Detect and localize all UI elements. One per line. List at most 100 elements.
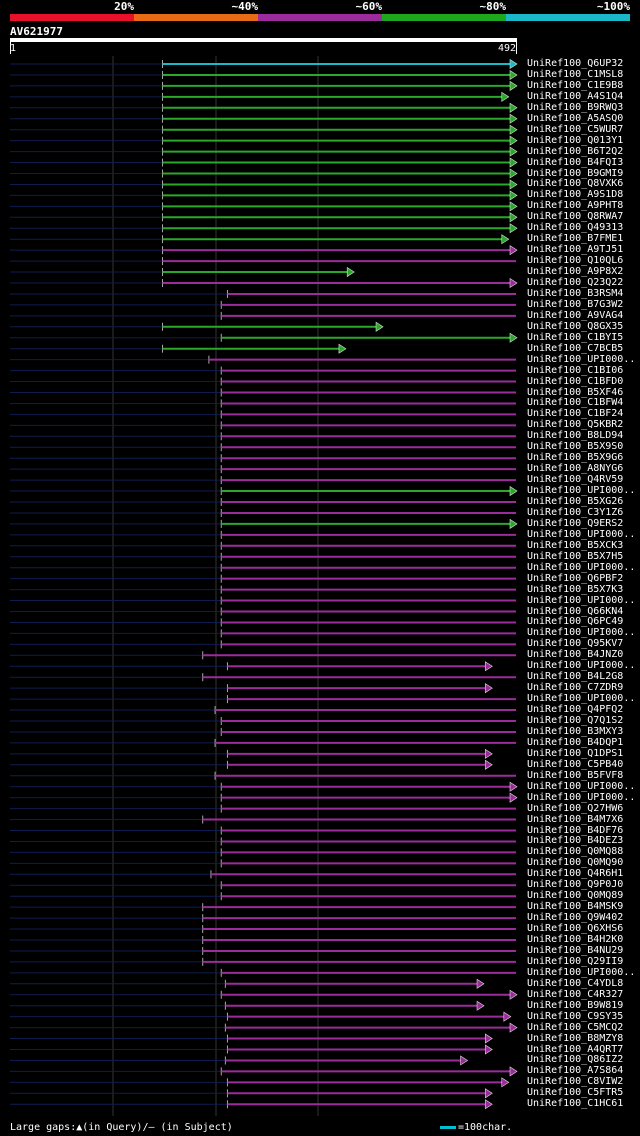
hit-label[interactable]: UniRef100_Q9ERS2	[527, 517, 624, 529]
hit-label[interactable]: UniRef100_UPI000..	[527, 791, 636, 803]
hit-label[interactable]: UniRef100_B4DF76	[527, 824, 624, 836]
hit-label[interactable]: UniRef100_A9TJ51	[527, 244, 624, 256]
hit-label[interactable]: UniRef100_Q8GX35	[527, 320, 624, 332]
hit-label[interactable]: UniRef100_C3Y1Z6	[527, 506, 624, 518]
hit-row[interactable]	[10, 498, 516, 506]
hit-row[interactable]	[10, 300, 516, 309]
hit-label[interactable]: UniRef100_B4JNZ0	[527, 649, 624, 661]
hit-label[interactable]: UniRef100_Q013Y1	[527, 134, 624, 146]
hit-row[interactable]	[10, 585, 516, 594]
hit-label[interactable]: UniRef100_UPI000..	[527, 966, 636, 978]
hit-label[interactable]: UniRef100_B5XG26	[527, 496, 624, 507]
hit-row[interactable]	[10, 124, 518, 135]
hit-label[interactable]: UniRef100_Q27HW6	[527, 802, 624, 814]
hit-row[interactable]	[10, 321, 384, 332]
hit-row[interactable]	[10, 607, 516, 616]
hit-row[interactable]	[10, 179, 518, 190]
hit-row[interactable]	[10, 410, 516, 419]
hit-row[interactable]	[10, 738, 516, 747]
hit-label[interactable]: UniRef100_A5ASQ0	[527, 112, 624, 124]
hit-row[interactable]	[10, 1033, 493, 1044]
hit-label[interactable]: UniRef100_Q9P0J0	[527, 879, 624, 891]
hit-row[interactable]	[10, 80, 518, 91]
hit-label[interactable]: UniRef100_B8MZY8	[527, 1032, 624, 1044]
hit-row[interactable]	[10, 135, 518, 146]
hit-row[interactable]	[10, 443, 516, 452]
hit-row[interactable]	[10, 936, 516, 944]
hit-row[interactable]	[10, 925, 516, 934]
hit-row[interactable]	[10, 102, 518, 113]
hit-label[interactable]: UniRef100_Q8VXK6	[527, 178, 624, 190]
hit-label[interactable]: UniRef100_C5MCQ2	[527, 1021, 624, 1033]
hit-label[interactable]: UniRef100_Q6PC49	[527, 616, 624, 628]
hit-label[interactable]: UniRef100_A8NYG6	[527, 463, 624, 475]
hit-row[interactable]	[10, 629, 516, 638]
hit-label[interactable]: UniRef100_UPI000..	[527, 561, 636, 573]
hit-row[interactable]	[10, 661, 493, 672]
hit-row[interactable]	[10, 673, 516, 682]
hit-label[interactable]: UniRef100_C8VIW2	[527, 1076, 624, 1088]
hit-label[interactable]: UniRef100_C1BYI5	[527, 331, 624, 343]
hit-row[interactable]	[10, 1088, 493, 1099]
hit-label[interactable]: UniRef100_B5X7H5	[527, 550, 624, 562]
hit-row[interactable]	[10, 245, 518, 256]
hit-label[interactable]: UniRef100_UPI000..	[527, 485, 636, 497]
hit-label[interactable]: UniRef100_B4H2K0	[527, 934, 624, 945]
hit-label[interactable]: UniRef100_UPI000..	[527, 780, 636, 792]
hit-label[interactable]: UniRef100_B5X7K3	[527, 583, 624, 595]
hit-row[interactable]	[10, 859, 516, 868]
hit-label[interactable]: UniRef100_B4MSK9	[527, 901, 624, 913]
hit-row[interactable]	[10, 168, 518, 179]
hit-label[interactable]: UniRef100_C4YDL8	[527, 977, 624, 989]
hit-label[interactable]: UniRef100_B5XCK3	[527, 539, 624, 551]
hit-row[interactable]	[10, 366, 516, 375]
hit-row[interactable]	[10, 476, 516, 485]
hit-label[interactable]: UniRef100_Q95KV7	[527, 638, 624, 650]
hit-label[interactable]: UniRef100_B9W819	[527, 999, 624, 1011]
hit-row[interactable]	[10, 267, 355, 278]
hit-row[interactable]	[10, 848, 516, 857]
hit-row[interactable]	[10, 465, 516, 474]
hit-label[interactable]: UniRef100_C5PB40	[527, 758, 624, 770]
hit-row[interactable]	[10, 69, 518, 80]
hit-label[interactable]: UniRef100_Q6UP32	[527, 58, 624, 69]
hit-row[interactable]	[10, 113, 518, 124]
hit-label[interactable]: UniRef100_B4M7X6	[527, 813, 624, 825]
hit-row[interactable]	[10, 212, 518, 223]
hit-label[interactable]: UniRef100_Q9W402	[527, 912, 624, 924]
hit-row[interactable]	[10, 146, 518, 157]
hit-label[interactable]: UniRef100_C1BFW4	[527, 397, 624, 409]
hit-row[interactable]	[10, 1000, 485, 1011]
hit-label[interactable]: UniRef100_A9VAG4	[527, 309, 624, 321]
hit-label[interactable]: UniRef100_B9GMI9	[527, 167, 624, 179]
hit-row[interactable]	[10, 892, 516, 901]
hit-label[interactable]: UniRef100_Q4R6H1	[527, 868, 624, 880]
hit-row[interactable]	[10, 388, 516, 397]
hit-label[interactable]: UniRef100_C9SY35	[527, 1010, 624, 1022]
hit-label[interactable]: UniRef100_B4DQP1	[527, 736, 624, 748]
hit-label[interactable]: UniRef100_C1BFD0	[527, 375, 624, 387]
hit-row[interactable]	[10, 399, 516, 408]
hit-label[interactable]: UniRef100_C7BCB5	[527, 342, 624, 354]
hit-row[interactable]	[10, 695, 516, 704]
hit-row[interactable]	[10, 355, 516, 364]
hit-row[interactable]	[10, 792, 518, 803]
hit-row[interactable]	[10, 881, 516, 890]
hit-label[interactable]: UniRef100_C1BF24	[527, 408, 624, 420]
hit-row[interactable]	[10, 1077, 510, 1088]
hit-row[interactable]	[10, 157, 518, 168]
hit-row[interactable]	[10, 190, 518, 201]
hit-row[interactable]	[10, 804, 516, 813]
hit-row[interactable]	[10, 343, 347, 354]
hit-row[interactable]	[10, 748, 493, 759]
hit-label[interactable]: UniRef100_Q29II9	[527, 955, 624, 967]
hit-label[interactable]: UniRef100_A4QRT7	[527, 1043, 624, 1055]
hit-row[interactable]	[10, 518, 518, 529]
hit-row[interactable]	[10, 957, 516, 966]
hit-row[interactable]	[10, 332, 518, 343]
hit-row[interactable]	[10, 781, 518, 792]
hit-row[interactable]	[10, 289, 516, 298]
hit-label[interactable]: UniRef100_UPI000..	[527, 627, 636, 639]
hit-row[interactable]	[10, 651, 516, 660]
hit-row[interactable]	[10, 946, 516, 955]
